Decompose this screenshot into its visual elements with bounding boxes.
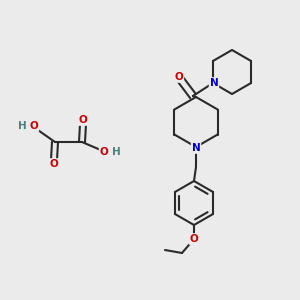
Text: H: H [112, 147, 120, 157]
Text: O: O [79, 115, 87, 125]
Text: N: N [192, 143, 200, 153]
Text: O: O [175, 72, 183, 82]
Text: O: O [190, 234, 198, 244]
Text: O: O [30, 121, 38, 131]
Text: O: O [50, 159, 58, 169]
Text: O: O [100, 147, 108, 157]
Text: N: N [210, 78, 218, 88]
Text: H: H [18, 121, 26, 131]
